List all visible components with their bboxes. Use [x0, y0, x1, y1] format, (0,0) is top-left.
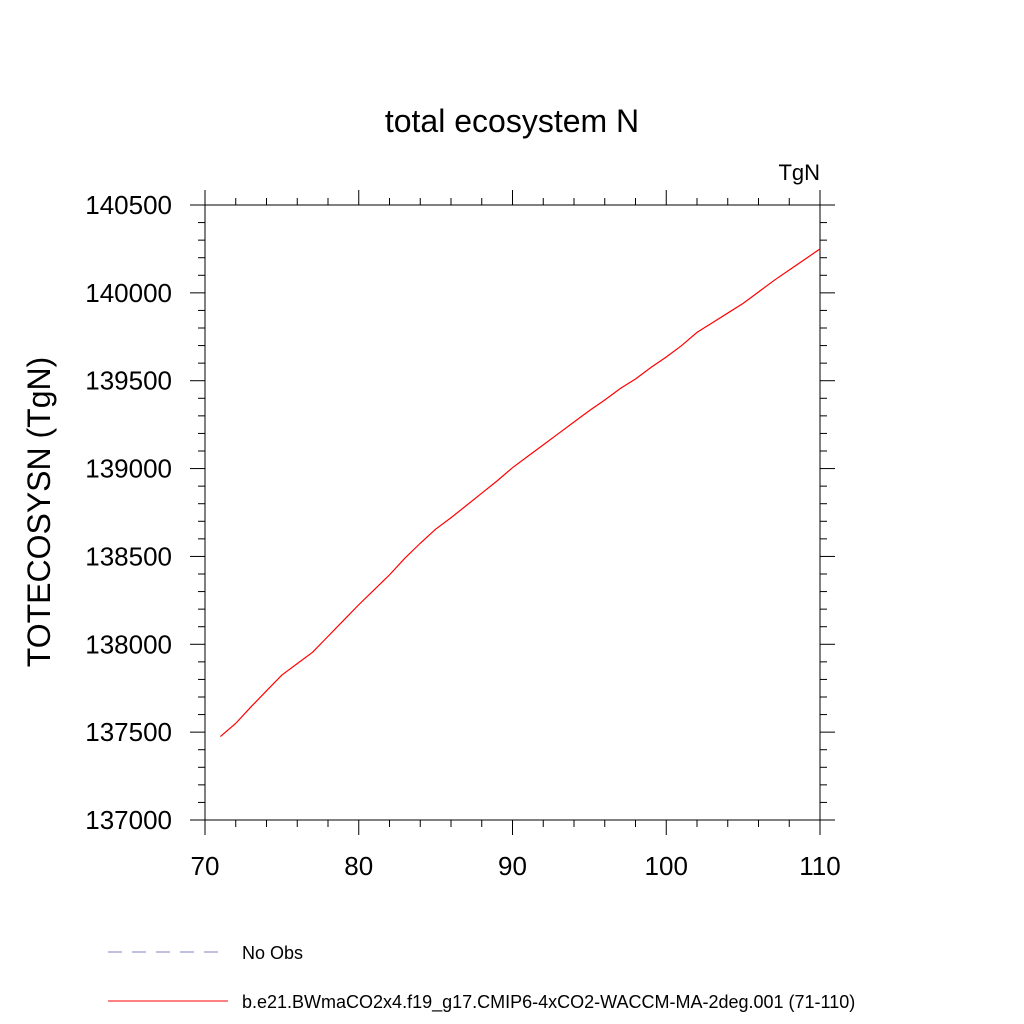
y-tick-label: 139000 — [85, 454, 172, 484]
axis-ticks — [190, 190, 835, 835]
y-tick-label: 140000 — [85, 278, 172, 308]
legend-label: No Obs — [242, 943, 303, 963]
x-tick-label: 80 — [344, 851, 373, 881]
y-tick-label: 140500 — [85, 190, 172, 220]
tick-labels: 70 80 90 100 110 137000 137500 138000 138500 1390… — [85, 190, 840, 881]
chart-title: total ecosystem N — [385, 103, 639, 139]
plot-frame — [204, 204, 821, 821]
y-tick-label: 138000 — [85, 629, 172, 659]
x-tick-label: 100 — [645, 851, 688, 881]
legend-label: b.e21.BWmaCO2x4.f19_g17.CMIP6-4xCO2-WACC… — [242, 992, 855, 1013]
y-axis-label: TOTECOSYSN (TgN) — [21, 357, 57, 668]
y-tick-label: 137000 — [85, 805, 172, 835]
series-line — [219, 248, 821, 737]
y-tick-label: 137500 — [85, 717, 172, 747]
y-tick-label: 138500 — [85, 541, 172, 571]
y-tick-label: 139500 — [85, 366, 172, 396]
x-tick-label: 90 — [498, 851, 527, 881]
series-layer — [219, 248, 821, 737]
legend: No Obs b.e21.BWmaCO2x4.f19_g17.CMIP6-4xCO… — [108, 943, 855, 1013]
x-tick-label: 70 — [191, 851, 220, 881]
x-tick-label: 110 — [799, 851, 840, 881]
units-label: TgN — [778, 160, 820, 185]
